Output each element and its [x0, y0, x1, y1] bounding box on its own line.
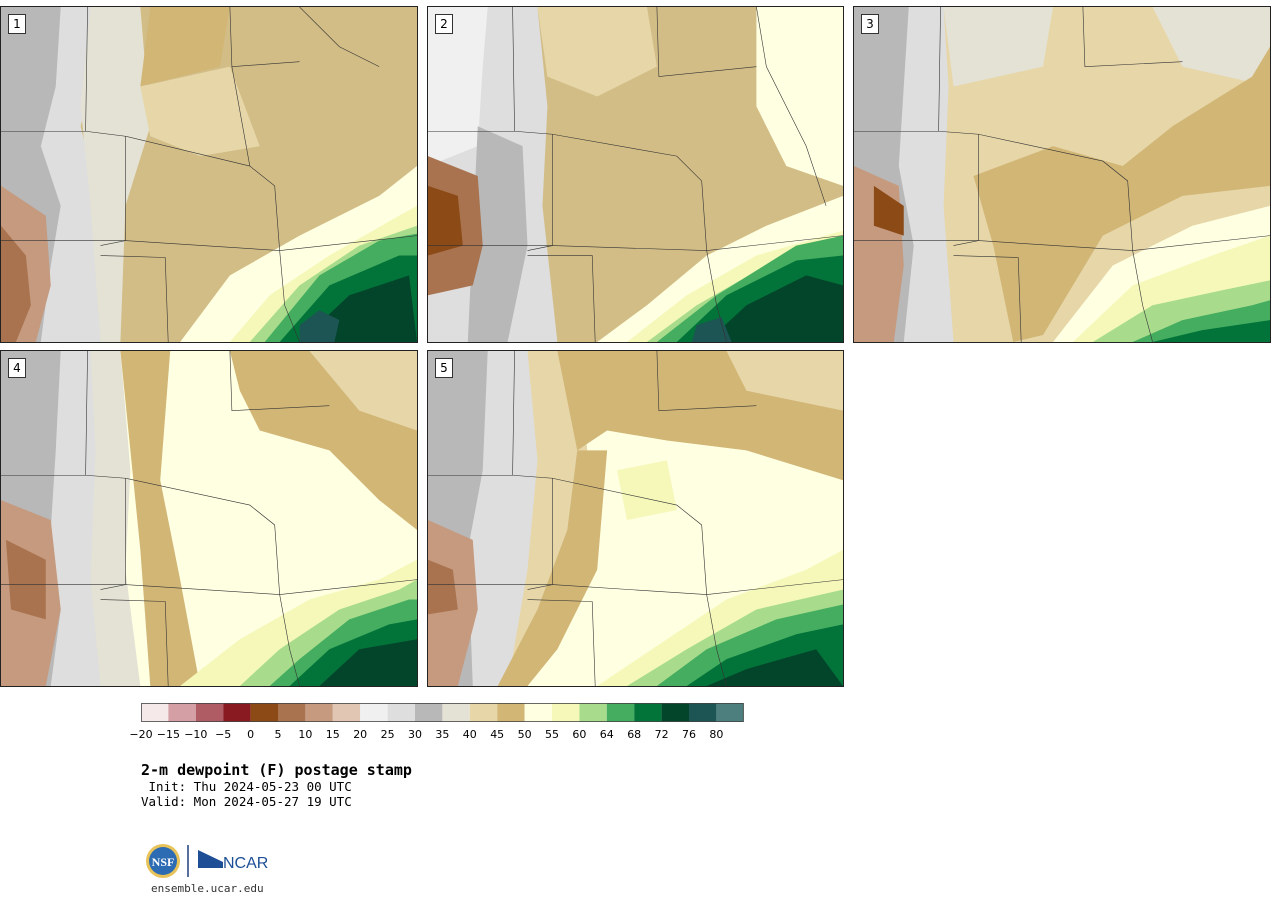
dewpoint-map-1: [1, 7, 417, 342]
colorbar-tick-label: 10: [298, 728, 313, 741]
colorbar: [141, 703, 744, 722]
colorbar-swatch: [223, 703, 251, 722]
colorbar-tick-label: −10: [184, 728, 208, 741]
colorbar-swatch: [278, 703, 306, 722]
colorbar-tick-label: 45: [490, 728, 505, 741]
valid-time: Valid: Mon 2024-05-27 19 UTC: [141, 794, 352, 809]
init-time: Init: Thu 2024-05-23 00 UTC: [141, 779, 352, 794]
panel-label: 3: [861, 14, 879, 34]
colorbar-swatch: [552, 703, 580, 722]
panel-label: 4: [8, 358, 26, 378]
colorbar-tick-label: 72: [654, 728, 669, 741]
colorbar-tick-label: 30: [408, 728, 422, 741]
map-panel-1: 1: [0, 6, 418, 343]
colorbar-tick-label: 5: [274, 728, 282, 741]
dewpoint-map-4: [1, 351, 417, 686]
colorbar-swatch: [634, 703, 662, 722]
colorbar-swatch: [332, 703, 361, 722]
colorbar-swatch: [716, 703, 744, 722]
colorbar-tick-label: 15: [325, 728, 340, 741]
colorbar-swatch: [497, 703, 525, 722]
colorbar-swatch: [469, 703, 498, 722]
colorbar-tick-label: 55: [545, 728, 559, 741]
colorbar-swatch: [415, 703, 443, 722]
page-title: 2-m dewpoint (F) postage stamp: [141, 761, 412, 779]
colorbar-swatch: [524, 703, 552, 722]
panel-label: 2: [435, 14, 453, 34]
colorbar-tick-label: 25: [380, 728, 395, 741]
ncar-logo-text: NCAR: [223, 855, 268, 872]
colorbar-tick-label: −5: [215, 728, 232, 741]
site-url: ensemble.ucar.edu: [151, 882, 264, 895]
colorbar-swatch: [195, 703, 224, 722]
colorbar-swatch: [661, 703, 689, 722]
nsf-ncar-logo: NSF NCAR: [146, 844, 268, 878]
colorbar-swatch: [250, 703, 278, 722]
colorbar-tick-label: 60: [572, 728, 587, 741]
logo-area: NSF NCAR: [145, 842, 275, 882]
colorbar-tick-label: 68: [627, 728, 642, 741]
dewpoint-map-2: [428, 7, 843, 342]
colorbar-swatch: [387, 703, 415, 722]
colorbar-swatch: [141, 703, 169, 722]
colorbar-swatch: [442, 703, 470, 722]
colorbar-swatch: [168, 703, 196, 722]
colorbar-swatch: [579, 703, 607, 722]
map-panel-5: 5: [427, 350, 844, 687]
colorbar-tick-label: 80: [709, 728, 724, 741]
panel-label: 1: [8, 14, 26, 34]
map-panel-3: 3: [853, 6, 1271, 343]
colorbar-swatch: [360, 703, 388, 722]
nsf-logo-text: NSF: [152, 855, 175, 869]
dewpoint-map-5: [428, 351, 843, 686]
panel-label: 5: [435, 358, 453, 378]
colorbar-tick-label: 64: [599, 728, 614, 741]
dewpoint-map-3: [854, 7, 1270, 342]
colorbar-tick-label: 0: [247, 728, 255, 741]
colorbar-tick-label: 50: [517, 728, 532, 741]
colorbar-tick-label: −15: [156, 728, 180, 741]
colorbar-tick-label: 20: [353, 728, 368, 741]
colorbar-swatch: [305, 703, 333, 722]
colorbar-tick-label: 35: [435, 728, 450, 741]
map-panel-2: 2: [427, 6, 844, 343]
colorbar-swatch: [606, 703, 635, 722]
colorbar-tick-label: 76: [682, 728, 696, 741]
map-panel-4: 4: [0, 350, 418, 687]
colorbar-tick-label: 40: [462, 728, 477, 741]
colorbar-tick-label: −20: [129, 728, 153, 741]
colorbar-swatch: [689, 703, 717, 722]
